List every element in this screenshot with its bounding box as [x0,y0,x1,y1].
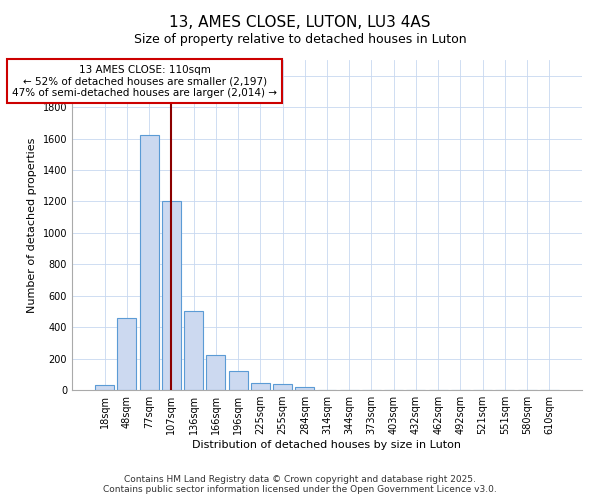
Bar [118,318,136,390]
Bar [206,356,225,390]
Text: 13, AMES CLOSE, LUTON, LU3 4AS: 13, AMES CLOSE, LUTON, LU3 4AS [169,15,431,30]
Bar [229,371,248,390]
Bar [184,312,203,390]
Bar [273,384,292,390]
Bar [140,136,158,390]
Bar [162,202,181,390]
Text: Size of property relative to detached houses in Luton: Size of property relative to detached ho… [134,32,466,46]
Bar [95,384,114,390]
Text: Contains HM Land Registry data © Crown copyright and database right 2025.
Contai: Contains HM Land Registry data © Crown c… [103,474,497,494]
Text: 13 AMES CLOSE: 110sqm
← 52% of detached houses are smaller (2,197)
47% of semi-d: 13 AMES CLOSE: 110sqm ← 52% of detached … [12,64,277,98]
Y-axis label: Number of detached properties: Number of detached properties [27,138,37,312]
Bar [251,383,270,390]
X-axis label: Distribution of detached houses by size in Luton: Distribution of detached houses by size … [193,440,461,450]
Bar [295,387,314,390]
